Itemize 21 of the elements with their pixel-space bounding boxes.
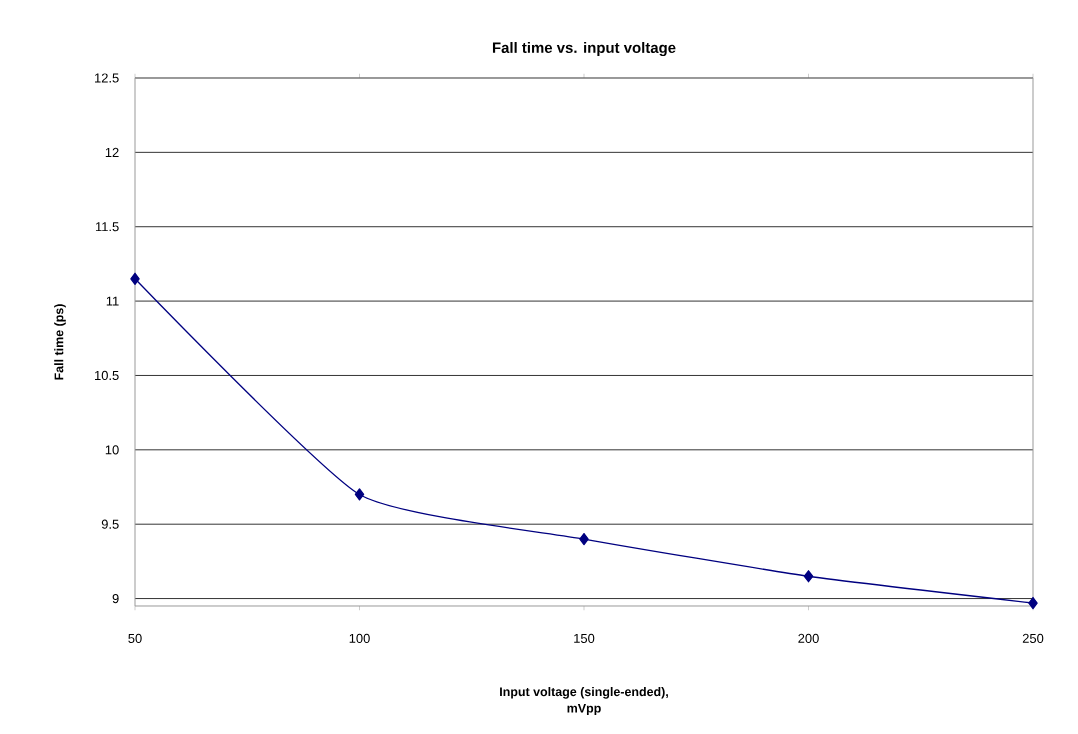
point (354, 488, 365, 501)
y-tick-label: 11 (106, 296, 119, 306)
chart-title: Fall time vs. input voltage (492, 42, 676, 57)
y-tick-label: 9.5 (101, 519, 119, 529)
x-tick-label: 50 (128, 633, 142, 643)
point (1028, 596, 1038, 610)
x-tick-label: 250 (1022, 633, 1044, 643)
x-axis-title: Input voltage (single-ended), mVpp (500, 686, 668, 716)
point (130, 272, 140, 285)
y-tick-label: 11.5 (95, 222, 119, 232)
y-tick-label: 10 (105, 445, 119, 455)
y-tick-label: 12.5 (95, 73, 119, 83)
point (579, 532, 589, 546)
y-axis-title: Fall time (ps) (54, 304, 66, 380)
point (803, 570, 814, 583)
x-tick-label: 200 (798, 633, 819, 643)
x-tick-label: 100 (349, 633, 370, 643)
x-tick-label: 150 (574, 633, 595, 643)
y-tick-label: 10.5 (95, 370, 119, 381)
y-tick-label: 9 (112, 593, 119, 604)
y-tick-label: 12 (105, 147, 119, 157)
